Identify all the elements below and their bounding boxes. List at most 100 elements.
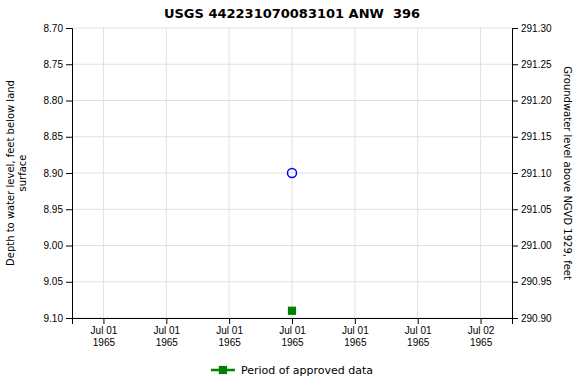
tick-label: 9.00: [44, 240, 64, 251]
tick-mark: [355, 318, 356, 324]
tick-label: 291.25: [521, 59, 552, 70]
tick-label-line: 1965: [93, 337, 116, 348]
tick-mark: [292, 318, 293, 324]
tick: 290.90: [512, 313, 552, 324]
tick: 291.20: [512, 95, 552, 106]
tick-label: 8.75: [44, 59, 64, 70]
grid: [72, 28, 512, 318]
tick-label-line: Jul 01: [342, 325, 369, 336]
tick: 290.95: [512, 276, 552, 287]
tick-mark: [66, 173, 72, 174]
tick-mark: [512, 28, 518, 29]
grid-line-x: [417, 28, 418, 318]
tick: Jul 011965: [405, 318, 432, 348]
tick-label: 8.90: [44, 168, 64, 179]
tick-label-line: 1965: [156, 337, 179, 348]
tick: 291.10: [512, 168, 552, 179]
tick-label-line: Jul 01: [279, 325, 306, 336]
tick: Jul 011965: [91, 318, 118, 348]
tick: 291.25: [512, 59, 552, 70]
tick-label: Jul 011965: [405, 325, 432, 348]
tick-label: Jul 011965: [153, 325, 180, 348]
tick-mark: [229, 318, 230, 324]
tick: 9.10: [44, 313, 72, 324]
y-axis: 8.70 8.75 8.80 8.85 8.90 8.95 9.00 9.05 9.10: [44, 23, 73, 324]
tick-label-line: Jul 01: [153, 325, 180, 336]
tick-label-line: Jul 01: [216, 325, 243, 336]
tick-mark: [66, 64, 72, 65]
y-axis-label-line: Depth to water level, feet below land: [5, 80, 16, 266]
plot-area: 8.70 8.75 8.80 8.85 8.90 8.95 9.00 9.05 9.10 290.…: [5, 23, 573, 348]
tick-mark: [66, 28, 72, 29]
tick-label-line: Jul 01: [91, 325, 118, 336]
tick-mark: [66, 137, 72, 138]
marks: [288, 169, 297, 315]
tick: 291.00: [512, 240, 552, 251]
tick-mark: [66, 246, 72, 247]
tick: 291.15: [512, 131, 552, 142]
grid-line-x: [229, 28, 230, 318]
axis-line: [73, 319, 513, 325]
tick-label: 290.90: [521, 313, 552, 324]
tick: Jul 011965: [153, 318, 180, 348]
tick: 9.05: [44, 276, 72, 287]
x-axis: Jul 011965Jul 011965Jul 011965Jul 011965…: [73, 318, 513, 348]
tick-label: 290.95: [521, 276, 552, 287]
tick-mark: [512, 101, 518, 102]
tick: Jul 021965: [468, 318, 495, 348]
tick: 291.30: [512, 23, 552, 34]
tick-label: Jul 011965: [91, 325, 118, 348]
tick-mark: [481, 318, 482, 324]
grid-line-x: [480, 28, 481, 318]
tick: 9.00: [44, 240, 72, 251]
legend: Period of approved data: [211, 364, 373, 377]
tick: 8.95: [44, 204, 72, 215]
tick-label: Jul 011965: [279, 325, 306, 348]
point: [289, 307, 296, 314]
tick-label-line: 1965: [281, 337, 304, 348]
tick: 8.90: [44, 168, 72, 179]
y-axis-label-line: surface: [17, 155, 28, 192]
tick-label: 8.70: [44, 23, 64, 34]
grid-line-x: [103, 28, 104, 318]
tick-label: 9.10: [44, 313, 64, 324]
tick-label: Jul 011965: [216, 325, 243, 348]
y2-axis: 290.90 290.95 291.00 291.05 291.10 291.15 291.…: [512, 23, 552, 324]
tick-label: Jul 011965: [342, 325, 369, 348]
grid-line-x: [166, 28, 167, 318]
tick-mark: [66, 282, 72, 283]
tick-label: 8.85: [44, 131, 64, 142]
tick-mark: [512, 246, 518, 247]
tick-label-line: 1965: [470, 337, 493, 348]
tick-label: Jul 021965: [468, 325, 495, 348]
chart: 8.70 8.75 8.80 8.85 8.90 8.95 9.00 9.05 9.10 290.…: [0, 0, 576, 384]
title: USGS 442231070083101 ANW 396: [164, 6, 420, 21]
tick-label-line: 1965: [407, 337, 430, 348]
tick-mark: [66, 101, 72, 102]
tick-label-line: 1965: [219, 337, 242, 348]
tick-label: 8.80: [44, 95, 64, 106]
legend-item: Period of approved data: [211, 364, 373, 377]
tick-label: 291.10: [521, 168, 552, 179]
tick-label: 291.00: [521, 240, 552, 251]
tick-label: 291.30: [521, 23, 552, 34]
tick: 8.75: [44, 59, 72, 70]
tick: 8.85: [44, 131, 72, 142]
tick: Jul 011965: [342, 318, 369, 348]
tick-mark: [66, 318, 72, 319]
axis-line: [513, 29, 519, 319]
tick-mark: [512, 137, 518, 138]
tick-mark: [512, 209, 518, 210]
tick-mark: [512, 64, 518, 65]
tick: 291.05: [512, 204, 552, 215]
tick: Jul 011965: [216, 318, 243, 348]
legend-swatch: [219, 367, 226, 374]
tick: Jul 011965: [279, 318, 306, 348]
tick-label: 8.95: [44, 204, 64, 215]
grid-line-x: [354, 28, 355, 318]
tick-label: 291.15: [521, 131, 552, 142]
tick-label: 291.20: [521, 95, 552, 106]
tick-label-line: Jul 01: [405, 325, 432, 336]
tick: 8.70: [44, 23, 72, 34]
axis-line: [66, 29, 73, 319]
